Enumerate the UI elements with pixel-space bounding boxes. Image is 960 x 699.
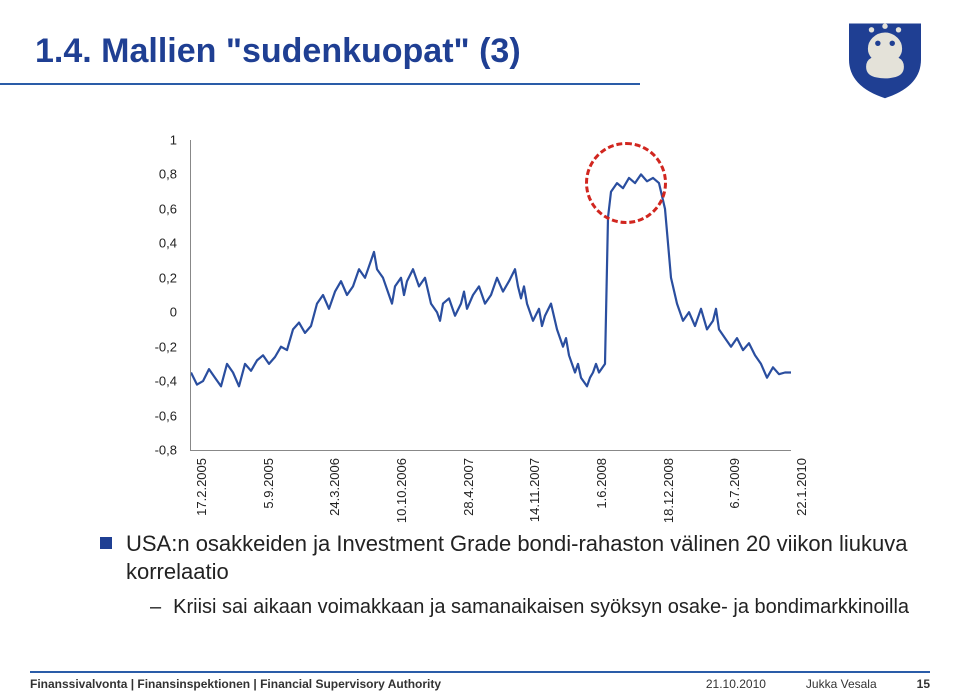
y-tick-label: 1 xyxy=(170,133,177,148)
bullet-main: USA:n osakkeiden ja Investment Grade bon… xyxy=(100,530,920,585)
correlation-chart: 10,80,60,40,20-0,2-0,4-0,6-0,8 17.2.2005… xyxy=(140,140,820,500)
bullet-main-text: USA:n osakkeiden ja Investment Grade bon… xyxy=(126,530,920,585)
y-tick-label: -0,2 xyxy=(155,339,177,354)
plot-area xyxy=(190,140,791,451)
y-tick-label: 0,8 xyxy=(159,167,177,182)
bullet-list: USA:n osakkeiden ja Investment Grade bon… xyxy=(100,530,920,620)
y-tick-label: 0 xyxy=(170,305,177,320)
y-tick-label: -0,6 xyxy=(155,408,177,423)
x-tick-label: 24.3.2006 xyxy=(327,458,342,516)
bullet-marker xyxy=(100,537,112,549)
footer-org: Finanssivalvonta | Finansinspektionen | … xyxy=(30,677,706,691)
page-title: 1.4. Mallien "sudenkuopat" (3) xyxy=(35,32,521,71)
y-tick-label: 0,2 xyxy=(159,270,177,285)
sub-bullet: – Kriisi sai aikaan voimakkaan ja samana… xyxy=(150,595,920,620)
x-tick-label: 18.12.2008 xyxy=(661,458,676,523)
x-tick-label: 22.1.2010 xyxy=(794,458,809,516)
footer-author: Jukka Vesala xyxy=(806,677,877,691)
x-tick-label: 5.9.2005 xyxy=(261,458,276,509)
footer-page: 15 xyxy=(917,677,930,691)
x-tick-label: 6.7.2009 xyxy=(727,458,742,509)
x-tick-label: 17.2.2005 xyxy=(194,458,209,516)
slide: 1.4. Mallien "sudenkuopat" (3) 1 0,8 0,6 0,… xyxy=(0,0,960,699)
footer-date: 21.10.2010 xyxy=(706,677,766,691)
title-bar: 1.4. Mallien "sudenkuopat" (3) xyxy=(0,20,640,85)
footer: Finanssivalvonta | Finansinspektionen | … xyxy=(30,671,930,691)
x-tick-label: 1.6.2008 xyxy=(594,458,609,509)
y-tick-label: -0,4 xyxy=(155,374,177,389)
y-tick-label: 0,6 xyxy=(159,201,177,216)
x-tick-label: 14.11.2007 xyxy=(527,458,542,522)
sub-bullet-marker: – xyxy=(150,596,161,619)
sub-bullet-text: Kriisi sai aikaan voimakkaan ja samanaik… xyxy=(173,595,909,620)
x-tick-label: 28.4.2007 xyxy=(461,458,476,516)
y-tick-label: -0,8 xyxy=(155,443,177,458)
y-axis-labels: 10,80,60,40,20-0,2-0,4-0,6-0,8 xyxy=(140,140,185,450)
x-axis-labels: 17.2.20055.9.200524.3.200610.10.200628.4… xyxy=(190,458,790,518)
y-tick-label: 0,4 xyxy=(159,236,177,251)
logo-crest xyxy=(840,10,930,100)
line-path xyxy=(191,140,791,450)
x-tick-label: 10.10.2006 xyxy=(394,458,409,523)
